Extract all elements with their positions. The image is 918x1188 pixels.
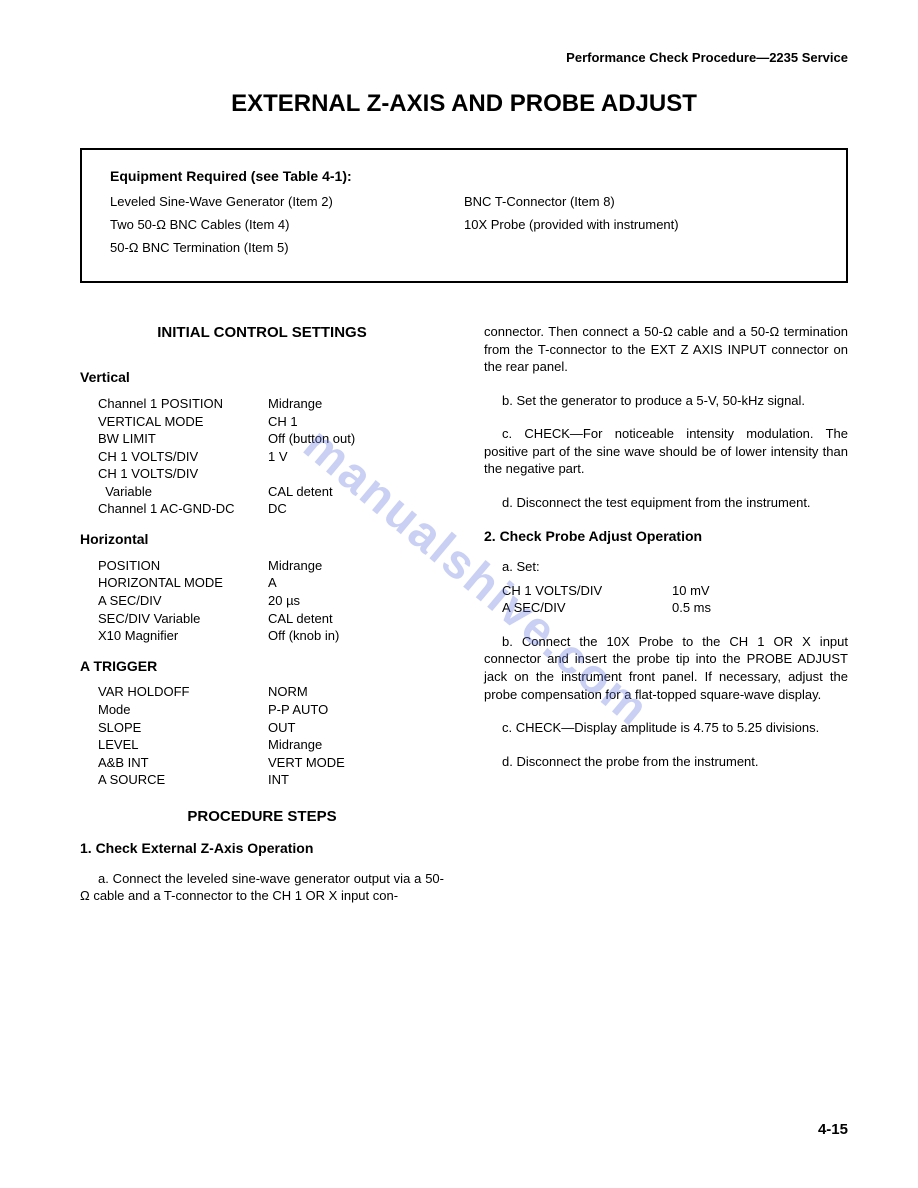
equip-item: 50-Ω BNC Termination (Item 5) bbox=[110, 240, 464, 255]
setting-label: CH 1 VOLTS/DIV bbox=[98, 465, 268, 483]
vertical-settings: Channel 1 POSITIONMidrange VERTICAL MODE… bbox=[98, 395, 444, 518]
table-row: POSITIONMidrange bbox=[98, 557, 444, 575]
table-row: SEC/DIV VariableCAL detent bbox=[98, 610, 444, 628]
page: manualshive.com Performance Check Proced… bbox=[0, 0, 918, 1188]
setting-label: HORIZONTAL MODE bbox=[98, 574, 268, 592]
table-row: VariableCAL detent bbox=[98, 483, 444, 501]
setting-value: CAL detent bbox=[268, 483, 444, 501]
equip-item: Leveled Sine-Wave Generator (Item 2) bbox=[110, 194, 464, 209]
setting-value: A bbox=[268, 574, 444, 592]
step1-c: c. CHECK—For noticeable intensity modula… bbox=[484, 425, 848, 478]
setting-value: Midrange bbox=[268, 557, 444, 575]
setting-label: Channel 1 POSITION bbox=[98, 395, 268, 413]
setting-label: SEC/DIV Variable bbox=[98, 610, 268, 628]
step1-d: d. Disconnect the test equipment from th… bbox=[484, 494, 848, 512]
equip-item: 10X Probe (provided with instrument) bbox=[464, 217, 818, 232]
setting-value: VERT MODE bbox=[268, 754, 444, 772]
setting-label: Variable bbox=[98, 483, 268, 501]
setting-label: CH 1 VOLTS/DIV bbox=[98, 448, 268, 466]
setting-value: DC bbox=[268, 500, 444, 518]
atrigger-heading: A TRIGGER bbox=[80, 657, 444, 676]
setting-value: CH 1 bbox=[268, 413, 444, 431]
step2-a-label: a. Set: bbox=[484, 558, 848, 576]
table-row: HORIZONTAL MODEA bbox=[98, 574, 444, 592]
atrigger-settings: VAR HOLDOFFNORM ModeP-P AUTO SLOPEOUT LE… bbox=[98, 683, 444, 788]
page-number: 4-15 bbox=[818, 1121, 848, 1138]
table-row: CH 1 VOLTS/DIV10 mV bbox=[502, 582, 848, 600]
setting-label: SLOPE bbox=[98, 719, 268, 737]
step2-b: b. Connect the 10X Probe to the CH 1 OR … bbox=[484, 633, 848, 703]
two-column-layout: INITIAL CONTROL SETTINGS Vertical Channe… bbox=[80, 323, 848, 921]
setting-label: VERTICAL MODE bbox=[98, 413, 268, 431]
equipment-heading: Equipment Required (see Table 4-1): bbox=[110, 168, 818, 184]
table-row: CH 1 VOLTS/DIV bbox=[98, 465, 444, 483]
step1-b: b. Set the generator to produce a 5-V, 5… bbox=[484, 392, 848, 410]
left-column: INITIAL CONTROL SETTINGS Vertical Channe… bbox=[80, 323, 444, 921]
table-row: A SOURCEINT bbox=[98, 771, 444, 789]
table-row: VERTICAL MODECH 1 bbox=[98, 413, 444, 431]
set-label: CH 1 VOLTS/DIV bbox=[502, 582, 672, 600]
horizontal-settings: POSITIONMidrange HORIZONTAL MODEA A SEC/… bbox=[98, 557, 444, 645]
initial-settings-title: INITIAL CONTROL SETTINGS bbox=[80, 323, 444, 343]
table-row: BW LIMITOff (button out) bbox=[98, 430, 444, 448]
step2-title: 2. Check Probe Adjust Operation bbox=[484, 527, 848, 546]
table-row: A&B INTVERT MODE bbox=[98, 754, 444, 772]
step1-a: a. Connect the leveled sine-wave generat… bbox=[80, 870, 444, 905]
procedure-steps-title: PROCEDURE STEPS bbox=[80, 807, 444, 827]
step1-a-cont: connector. Then connect a 50-Ω cable and… bbox=[484, 323, 848, 376]
set-value: 0.5 ms bbox=[672, 599, 711, 617]
step2-set-table: CH 1 VOLTS/DIV10 mV A SEC/DIV0.5 ms bbox=[502, 582, 848, 617]
setting-value: OUT bbox=[268, 719, 444, 737]
table-row: X10 MagnifierOff (knob in) bbox=[98, 627, 444, 645]
table-row: Channel 1 AC-GND-DCDC bbox=[98, 500, 444, 518]
setting-value: NORM bbox=[268, 683, 444, 701]
set-label: A SEC/DIV bbox=[502, 599, 672, 617]
table-row: A SEC/DIV0.5 ms bbox=[502, 599, 848, 617]
equipment-left-col: Leveled Sine-Wave Generator (Item 2) Two… bbox=[110, 194, 464, 263]
setting-label: Mode bbox=[98, 701, 268, 719]
setting-value bbox=[268, 465, 444, 483]
setting-value: 20 µs bbox=[268, 592, 444, 610]
equipment-right-col: BNC T-Connector (Item 8) 10X Probe (prov… bbox=[464, 194, 818, 263]
setting-label: Channel 1 AC-GND-DC bbox=[98, 500, 268, 518]
setting-label: X10 Magnifier bbox=[98, 627, 268, 645]
step2-c: c. CHECK—Display amplitude is 4.75 to 5.… bbox=[484, 719, 848, 737]
equip-item: BNC T-Connector (Item 8) bbox=[464, 194, 818, 209]
table-row: VAR HOLDOFFNORM bbox=[98, 683, 444, 701]
setting-value: Off (knob in) bbox=[268, 627, 444, 645]
table-row: A SEC/DIV20 µs bbox=[98, 592, 444, 610]
table-row: CH 1 VOLTS/DIV1 V bbox=[98, 448, 444, 466]
equipment-columns: Leveled Sine-Wave Generator (Item 2) Two… bbox=[110, 194, 818, 263]
main-title: EXTERNAL Z-AXIS AND PROBE ADJUST bbox=[80, 90, 848, 118]
setting-label: POSITION bbox=[98, 557, 268, 575]
equip-item: Two 50-Ω BNC Cables (Item 4) bbox=[110, 217, 464, 232]
setting-value: Off (button out) bbox=[268, 430, 444, 448]
header-text: Performance Check Procedure—2235 Service bbox=[80, 50, 848, 65]
table-row: ModeP-P AUTO bbox=[98, 701, 444, 719]
setting-value: Midrange bbox=[268, 395, 444, 413]
equipment-box: Equipment Required (see Table 4-1): Leve… bbox=[80, 148, 848, 283]
table-row: SLOPEOUT bbox=[98, 719, 444, 737]
setting-value: P-P AUTO bbox=[268, 701, 444, 719]
setting-value: CAL detent bbox=[268, 610, 444, 628]
setting-value: 1 V bbox=[268, 448, 444, 466]
setting-label: VAR HOLDOFF bbox=[98, 683, 268, 701]
horizontal-heading: Horizontal bbox=[80, 530, 444, 549]
setting-value: Midrange bbox=[268, 736, 444, 754]
vertical-heading: Vertical bbox=[80, 368, 444, 387]
setting-label: LEVEL bbox=[98, 736, 268, 754]
setting-label: A SOURCE bbox=[98, 771, 268, 789]
set-value: 10 mV bbox=[672, 582, 710, 600]
setting-label: A&B INT bbox=[98, 754, 268, 772]
step2-d: d. Disconnect the probe from the instrum… bbox=[484, 753, 848, 771]
table-row: LEVELMidrange bbox=[98, 736, 444, 754]
right-column: connector. Then connect a 50-Ω cable and… bbox=[484, 323, 848, 921]
step1-title: 1. Check External Z-Axis Operation bbox=[80, 839, 444, 858]
setting-label: BW LIMIT bbox=[98, 430, 268, 448]
setting-label: A SEC/DIV bbox=[98, 592, 268, 610]
table-row: Channel 1 POSITIONMidrange bbox=[98, 395, 444, 413]
setting-value: INT bbox=[268, 771, 444, 789]
